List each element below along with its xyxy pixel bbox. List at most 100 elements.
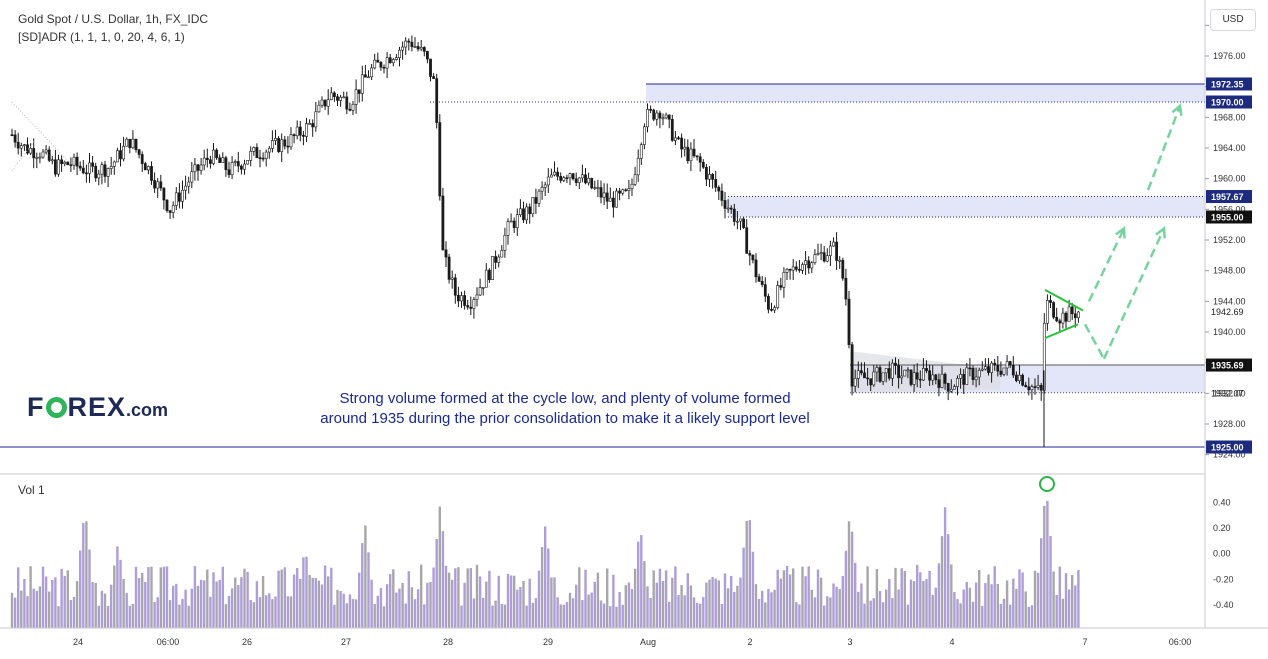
candle-body [1033,386,1037,388]
volume-bar [196,585,200,628]
volume-bar [134,566,138,628]
volume-bar [581,600,584,628]
volume-bar [156,597,159,628]
volume-bar [1067,589,1071,628]
volume-bar [441,531,445,628]
volume-bar [990,584,993,628]
x-tick-label: Aug [640,637,656,647]
candle-body [515,214,519,228]
volume-bar [100,590,104,628]
candle-body [593,187,597,190]
candle-body [670,119,674,141]
volume-bar [32,588,35,628]
candle-body [996,364,1000,372]
volume-bar [801,566,804,628]
volume-bar [912,581,916,628]
candle-body [1027,386,1031,391]
volume-bar [1058,566,1061,628]
zones [646,83,1205,394]
volume-bar [971,601,975,628]
candle-body [270,140,274,149]
volume-bar [739,577,742,628]
candle-body [224,157,228,171]
candle-body [233,161,237,163]
price-label: 1972.35 [1211,79,1244,89]
trendline-dotted [11,101,71,172]
candle-body [150,166,153,181]
candle-body [444,249,448,258]
candle-body [543,184,547,188]
volume-bar [708,579,711,628]
currency-selector[interactable]: USD [1210,9,1256,31]
candle-body [1039,384,1043,391]
candle-body [723,200,727,209]
annotation-text: Strong volume formed at the cycle low, a… [295,389,835,429]
volume-bar [373,604,376,628]
volume-bar [1021,572,1024,628]
volume-bar [72,596,76,628]
candle-body [66,161,70,166]
candle-body [977,369,981,378]
volume-bar [488,570,491,628]
candle-body [453,277,457,296]
candle-body [193,164,197,173]
volume-bar [906,604,910,628]
candle-body [940,373,944,388]
candle-body [13,134,17,143]
volume-bar [358,572,361,628]
volume-bar [1040,538,1043,628]
volume-bar [420,564,423,628]
volume-bar [649,598,652,628]
candle-body [720,190,724,201]
candle-body [376,59,380,63]
candle-body [205,157,209,161]
candle-body [162,187,166,201]
price-label-bg [1206,77,1252,91]
candle-body [627,188,631,191]
candle-body [47,149,51,161]
volume-bar [699,603,702,628]
candle-body [29,148,33,154]
volume-bar [606,568,609,628]
candle-body [859,370,863,374]
volume-bar [590,592,593,628]
volume-bar [888,578,891,628]
candle-body [429,58,432,77]
volume-bar [1074,585,1077,628]
candle-body [757,276,761,282]
candle-body [540,187,544,192]
candle-body [726,207,730,210]
candle-body [410,41,414,48]
volume-bar [832,583,835,628]
volume-bar [181,598,184,628]
candle-body [506,221,510,236]
volume-bar [75,581,79,628]
x-tick-label: 29 [543,637,553,647]
volume-bar [943,507,947,628]
volume-bar [292,574,296,628]
volume-bar [13,597,17,628]
volume-bar [978,569,981,628]
volume-bar [1046,500,1049,628]
vol-tick-label: -0.40 [1213,600,1234,610]
x-tick-label: 28 [443,637,453,647]
candle-body [478,287,482,296]
volume-bar [398,588,401,628]
candle-body [336,96,339,101]
volume-bar [596,572,600,628]
volume-bar [723,573,727,628]
candle-body [615,190,618,208]
volume-bar [956,599,959,628]
price-label: 1925.00 [1211,443,1244,453]
candle-body [277,138,281,152]
candle-body [602,192,606,198]
y-tick-label: 1944.00 [1213,296,1246,306]
candle-body [370,67,374,78]
volume-bar [575,584,578,628]
volume-bar [426,582,429,628]
candle-body [797,269,801,271]
volume-bar [268,593,271,628]
candle-body [348,108,352,111]
volume-bar [683,595,686,628]
candle-body [246,160,250,165]
